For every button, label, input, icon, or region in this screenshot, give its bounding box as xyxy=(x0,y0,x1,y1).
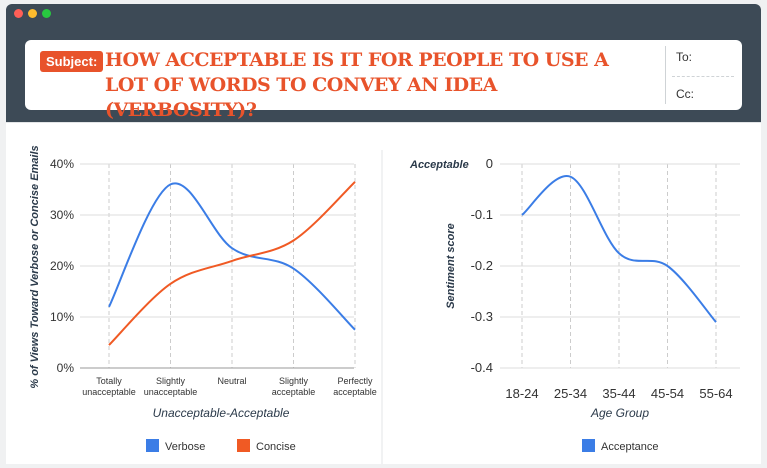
chart1-xtick-line: Totally xyxy=(96,376,122,386)
chart2-xlabel: Age Group xyxy=(590,406,649,420)
chart1-xtick-line: unacceptable xyxy=(144,387,198,397)
field-divider xyxy=(672,76,734,77)
window-controls xyxy=(14,9,51,18)
chart1-legend-label: Concise xyxy=(256,441,296,453)
chart2-legend-label: Acceptance xyxy=(601,441,658,453)
recipient-fields: To: Cc: xyxy=(665,46,738,104)
cc-field-label[interactable]: Cc: xyxy=(676,87,694,101)
chart1-ytick: 10% xyxy=(50,310,74,324)
chart2-ytick: -0.2 xyxy=(471,258,493,273)
chart2-xtick: 55-64 xyxy=(699,386,732,401)
maximize-dot[interactable] xyxy=(42,9,51,18)
chart2-ylabel: Sentiment score xyxy=(445,223,457,309)
chart1-xtick: Slightly unacceptable xyxy=(144,376,198,397)
chart1-legend-label: Verbose xyxy=(165,441,205,453)
chart1-xtick: Slightly acceptable xyxy=(272,376,316,397)
chart2-xtick: 25-34 xyxy=(554,386,587,401)
chart2-ytick: -0.3 xyxy=(471,309,493,324)
to-field-label[interactable]: To: xyxy=(676,50,693,64)
chart1-legend-swatch-verbose xyxy=(146,439,159,452)
close-dot[interactable] xyxy=(14,9,23,18)
chart1-series-concise-line xyxy=(108,181,356,346)
chart1-xtick: Neutral xyxy=(217,376,246,386)
email-header: Subject: HOW ACCEPTABLE IS IT FOR PEOPLE… xyxy=(25,40,742,121)
chart1-xtick-line: acceptable xyxy=(333,387,377,397)
chart1-ytick: 40% xyxy=(50,157,74,171)
chart2-ytick: -0.4 xyxy=(471,360,493,375)
chart1-ytick: 20% xyxy=(50,259,74,273)
chart2-ytick: 0 xyxy=(486,156,493,171)
chart2-ytick: -0.1 xyxy=(471,207,493,222)
chart2-annotation: Acceptable xyxy=(409,159,469,171)
chart1-xtick-line: acceptable xyxy=(272,387,316,397)
chart2-legend-swatch-acceptance xyxy=(582,439,595,452)
chart1-xtick: Perfectly acceptable xyxy=(333,376,377,397)
chart1-series-verbose-line xyxy=(108,182,356,331)
chart1-xtick-line: Slightly xyxy=(279,376,309,386)
chart2-series-acceptance-line xyxy=(521,175,717,323)
subject-label: Subject: xyxy=(40,51,104,72)
chart1-xtick-line: Perfectly xyxy=(337,376,373,386)
subject-title: HOW ACCEPTABLE IS IT FOR PEOPLE TO USE A… xyxy=(105,49,609,121)
chart1-ytick: 0% xyxy=(57,361,75,375)
chart1-xlabel: Unacceptable-Acceptable xyxy=(153,406,290,420)
chart2-xtick: 35-44 xyxy=(602,386,635,401)
chart1-xtick-line: Neutral xyxy=(217,376,246,386)
chart1-xtick: Totally unacceptable xyxy=(82,376,136,397)
email-window: Subject: HOW ACCEPTABLE IS IT FOR PEOPLE… xyxy=(6,4,761,464)
chart1-xtick-line: unacceptable xyxy=(82,387,136,397)
chart1-ylabel: % of Views Toward Verbose or Concise Ema… xyxy=(29,145,41,388)
title-bar: Subject: HOW ACCEPTABLE IS IT FOR PEOPLE… xyxy=(6,4,761,122)
chart1-xtick-line: Slightly xyxy=(156,376,186,386)
chart2-xtick: 18-24 xyxy=(505,386,538,401)
minimize-dot[interactable] xyxy=(28,9,37,18)
chart2-xtick: 45-54 xyxy=(651,386,684,401)
chart1-legend-swatch-concise xyxy=(237,439,250,452)
chart-area xyxy=(6,122,761,464)
chart1-ytick: 30% xyxy=(50,208,74,222)
